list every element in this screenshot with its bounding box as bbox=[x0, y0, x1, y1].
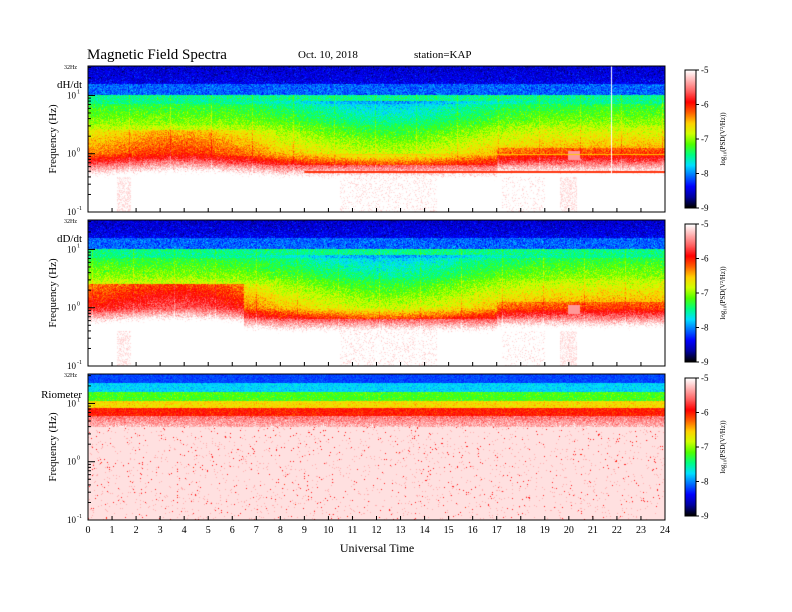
x-tick-label: 22 bbox=[612, 525, 622, 536]
y-tick-exponent: -1 bbox=[77, 206, 82, 212]
y-tick-label: 10 bbox=[67, 398, 77, 408]
panel-name: dH/dt bbox=[57, 79, 82, 91]
colorbar-label: log₁₀(PSD(V²/Hz)) bbox=[719, 266, 727, 320]
y-tick-label: 10 bbox=[67, 207, 77, 217]
colorbar-tick-label: -8 bbox=[701, 169, 709, 179]
y-tick-label: 10 bbox=[67, 361, 77, 371]
y-axis-label: Frequency (Hz) bbox=[47, 258, 59, 328]
x-tick-label: 8 bbox=[278, 525, 283, 536]
x-tick-label: 5 bbox=[206, 525, 211, 536]
y-tick-label: 10 bbox=[67, 515, 77, 525]
x-tick-label: 23 bbox=[636, 525, 646, 536]
colorbar-tick-label: -6 bbox=[701, 408, 709, 418]
x-tick-label: 4 bbox=[182, 525, 187, 536]
colorbar-gradient bbox=[685, 378, 696, 516]
colorbar-tick-label: -9 bbox=[701, 511, 709, 521]
x-axis: 0 1 2 3 4 5 6 7 8 9 10 11 12 13 14 15 16 17 18 19 20 21 22 23 24 bbox=[86, 525, 671, 536]
panel-name: dD/dt bbox=[57, 233, 82, 245]
colorbar-tick-label: -8 bbox=[701, 477, 709, 487]
panel-name: Riometer bbox=[41, 389, 82, 401]
x-axis-label: Universal Time bbox=[340, 541, 414, 555]
figure-station: station=KAP bbox=[414, 49, 472, 61]
x-tick-label: 11 bbox=[348, 525, 358, 536]
x-tick-label: 18 bbox=[516, 525, 526, 536]
colorbar: -5 -6 -7 -8 -9 log₁₀(PSD(V²/Hz)) bbox=[684, 65, 727, 213]
colorbar-tick-label: -8 bbox=[701, 323, 709, 333]
y-tick-label: 10 bbox=[67, 149, 77, 159]
x-tick-label: 2 bbox=[134, 525, 139, 536]
x-tick-label: 0 bbox=[86, 525, 91, 536]
colorbar-tick-label: -9 bbox=[701, 357, 709, 367]
x-tick-label: 1 bbox=[110, 525, 115, 536]
colorbar-tick-label: -7 bbox=[701, 288, 709, 298]
x-tick-label: 13 bbox=[396, 525, 406, 536]
colorbar-tick-label: -5 bbox=[701, 219, 709, 229]
x-tick-label: 10 bbox=[323, 525, 333, 536]
y-tick-exponent: 1 bbox=[77, 89, 80, 95]
spectrogram-image bbox=[88, 220, 665, 366]
colorbar-tick-label: -9 bbox=[701, 203, 709, 213]
y-tick-exponent: -1 bbox=[77, 514, 82, 520]
y-tick-label: 10 bbox=[67, 457, 77, 467]
colorbar-tick-label: -7 bbox=[701, 134, 709, 144]
spectrogram-image bbox=[88, 66, 665, 212]
spectrogram-image bbox=[88, 374, 665, 520]
colorbar-tick-label: -6 bbox=[701, 254, 709, 264]
y-top-label: 32Hz bbox=[64, 219, 77, 225]
y-tick-exponent: 0 bbox=[77, 302, 80, 308]
y-tick-label: 10 bbox=[67, 303, 77, 313]
x-tick-label: 3 bbox=[158, 525, 163, 536]
colorbar: -5 -6 -7 -8 -9 log₁₀(PSD(V²/Hz)) bbox=[684, 219, 727, 367]
colorbar-label: log₁₀(PSD(V²/Hz)) bbox=[719, 420, 727, 474]
y-tick-exponent: 1 bbox=[77, 243, 80, 249]
y-axis-label: Frequency (Hz) bbox=[47, 412, 59, 482]
figure-title: Magnetic Field Spectra bbox=[87, 47, 227, 63]
x-tick-label: 6 bbox=[230, 525, 235, 536]
x-tick-label: 12 bbox=[372, 525, 382, 536]
y-tick-exponent: 1 bbox=[77, 397, 80, 403]
colorbar-tick-label: -7 bbox=[701, 442, 709, 452]
colorbar-gradient bbox=[685, 224, 696, 362]
y-top-label: 32Hz bbox=[64, 373, 77, 379]
colorbar-tick-label: -6 bbox=[701, 100, 709, 110]
y-tick-label: 10 bbox=[67, 90, 77, 100]
y-tick-exponent: -1 bbox=[77, 360, 82, 366]
x-tick-label: 15 bbox=[444, 525, 454, 536]
colorbar: -5 -6 -7 -8 -9 log₁₀(PSD(V²/Hz)) bbox=[684, 373, 727, 521]
colorbar-gradient bbox=[685, 70, 696, 208]
colorbar-tick-label: -5 bbox=[701, 65, 709, 75]
x-tick-label: 16 bbox=[468, 525, 478, 536]
colorbar-label: log₁₀(PSD(V²/Hz)) bbox=[719, 112, 727, 166]
y-top-label: 32Hz bbox=[64, 65, 77, 71]
figure-date: Oct. 10, 2018 bbox=[298, 49, 358, 61]
x-tick-label: 14 bbox=[420, 525, 430, 536]
y-tick-exponent: 0 bbox=[77, 456, 80, 462]
y-tick-exponent: 0 bbox=[77, 148, 80, 154]
y-axis-label: Frequency (Hz) bbox=[47, 104, 59, 174]
colorbar-tick-label: -5 bbox=[701, 373, 709, 383]
x-tick-label: 9 bbox=[302, 525, 307, 536]
x-tick-label: 19 bbox=[540, 525, 550, 536]
x-tick-label: 20 bbox=[564, 525, 574, 536]
x-tick-label: 7 bbox=[254, 525, 259, 536]
x-tick-label: 24 bbox=[660, 525, 670, 536]
y-tick-label: 10 bbox=[67, 244, 77, 254]
x-tick-label: 17 bbox=[492, 525, 502, 536]
x-tick-label: 21 bbox=[588, 525, 598, 536]
